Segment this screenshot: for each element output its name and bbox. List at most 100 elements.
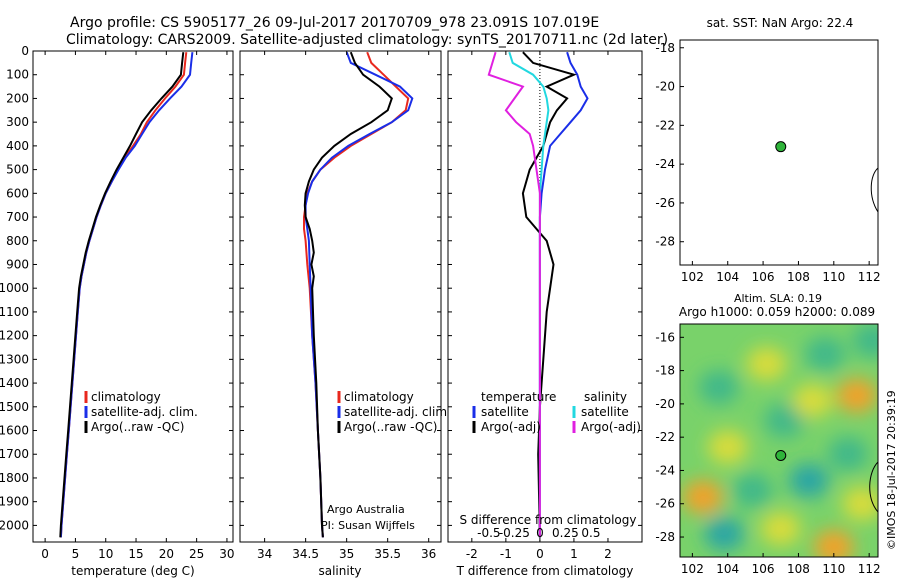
s-difference-label: S difference from climatology xyxy=(460,513,637,527)
depth-tick-label: 1000 xyxy=(0,281,29,295)
sla-anomaly-cell xyxy=(792,383,833,418)
series-line-argo-raw-qc- xyxy=(303,51,393,538)
coastline xyxy=(869,461,879,513)
header-subtitle: Climatology: CARS2009. Satellite-adjuste… xyxy=(66,32,668,48)
depth-tick-label: 900 xyxy=(6,257,29,271)
x-tick-label: -2 xyxy=(466,547,478,561)
sla-anomaly-cell xyxy=(842,486,878,521)
legend-label-t-argo: Argo(-adj) xyxy=(481,420,541,434)
sla-map-frame xyxy=(679,323,879,558)
s-tick-label: -0.5 xyxy=(477,526,500,540)
salinity-axes-frame xyxy=(239,50,442,543)
depth-tick-label: 300 xyxy=(6,115,29,129)
lon-tick-label: 104 xyxy=(716,562,739,576)
depth-tick-label: 2000 xyxy=(0,518,29,532)
depth-tick-label: 1200 xyxy=(0,329,29,343)
lat-tick-label: -26 xyxy=(655,196,675,210)
imos-timestamp: ©IMOS 18-Jul-2017 20:39:19 xyxy=(885,390,898,550)
x-tick-label: 10 xyxy=(98,547,113,561)
argo-float-marker xyxy=(775,141,787,153)
sla-anomaly-cell xyxy=(804,336,845,371)
lat-tick-label: -22 xyxy=(655,118,675,132)
legend-title-temperature: temperature xyxy=(481,390,556,404)
s-tick-label: 0 xyxy=(536,526,544,540)
difference-axes-frame xyxy=(447,50,643,543)
salinity-legend: climatology satellite-adj. clim. Argo(..… xyxy=(337,390,451,434)
sla-anomaly-cell xyxy=(852,324,878,358)
legend-label-s-argo: Argo(-adj) xyxy=(581,420,641,434)
sla-anomaly-cell xyxy=(698,370,739,405)
lat-tick-label: -16 xyxy=(655,330,675,344)
legend-label-climatology: climatology xyxy=(91,390,161,404)
depth-tick-label: 700 xyxy=(6,210,29,224)
s-tick-label: -0.25 xyxy=(499,526,530,540)
lon-tick-label: 110 xyxy=(822,270,845,284)
depth-tick-label: 600 xyxy=(6,186,29,200)
x-tick-label: 35.5 xyxy=(374,547,401,561)
series-line-argo-adj- xyxy=(521,51,577,538)
lat-tick-label: -20 xyxy=(655,80,675,94)
sla-anomaly-cell xyxy=(813,530,854,557)
sla-anomaly-cell xyxy=(764,403,805,438)
lat-tick-label: -18 xyxy=(655,364,675,378)
legend-label-satellite: satellite-adj. clim. xyxy=(344,405,451,419)
depth-tick-label: 0 xyxy=(21,44,29,58)
lat-tick-label: -18 xyxy=(655,41,675,55)
series-line-satellite xyxy=(538,51,589,538)
lon-tick-label: 108 xyxy=(787,270,810,284)
sst-map-frame xyxy=(679,39,879,266)
depth-tick-label: 1500 xyxy=(0,400,29,414)
lat-tick-label: -26 xyxy=(655,497,675,511)
header-title: Argo profile: CS 5905177_26 09-Jul-2017 … xyxy=(70,15,599,31)
lat-tick-label: -22 xyxy=(655,430,675,444)
lat-tick-label: -24 xyxy=(655,463,675,477)
argo-australia-note: Argo Australia xyxy=(327,503,405,516)
temperature-panel: 0100200300400500600700800900100011001200… xyxy=(0,44,235,578)
pi-note: PI: Susan Wijffels xyxy=(321,519,415,532)
x-tick-label: 0 xyxy=(536,547,544,561)
x-tick-label: 34.5 xyxy=(292,547,319,561)
x-tick-label: 34 xyxy=(257,547,272,561)
x-tick-label: 36 xyxy=(421,547,436,561)
lon-tick-label: 110 xyxy=(822,562,845,576)
depth-tick-label: 1100 xyxy=(0,305,29,319)
lon-tick-label: 106 xyxy=(752,270,775,284)
lon-tick-label: 102 xyxy=(681,562,704,576)
sla-map-panel: Altim. SLA: 0.19 Argo h1000: 0.059 h2000… xyxy=(655,292,881,576)
sla-anomaly-cell xyxy=(827,436,868,471)
salinity-xlabel: salinity xyxy=(318,564,361,578)
x-tick-label: -1 xyxy=(500,547,512,561)
legend-label-argo: Argo(..raw -QC) xyxy=(91,420,184,434)
x-tick-label: 35 xyxy=(339,547,354,561)
legend-title-salinity: salinity xyxy=(584,390,627,404)
sla-heatmap xyxy=(682,324,878,557)
depth-tick-label: 1300 xyxy=(0,352,29,366)
temperature-axes-frame xyxy=(32,50,234,543)
difference-legend: temperature salinity satellite Argo(-adj… xyxy=(472,390,641,434)
t-difference-xlabel: T difference from climatology xyxy=(456,564,634,578)
depth-tick-label: 1900 xyxy=(0,495,29,509)
lat-tick-label: -20 xyxy=(655,397,675,411)
lat-tick-label: -28 xyxy=(655,235,675,249)
sla-anomaly-cell xyxy=(760,511,801,546)
legend-label-s-satellite: satellite xyxy=(581,405,629,419)
x-tick-label: 1 xyxy=(570,547,578,561)
lat-tick-label: -28 xyxy=(655,530,675,544)
sst-map-title: sat. SST: NaN Argo: 22.4 xyxy=(707,16,854,30)
depth-tick-label: 1800 xyxy=(0,471,29,485)
legend-label-climatology: climatology xyxy=(344,390,414,404)
coastline xyxy=(870,167,879,213)
depth-tick-label: 1400 xyxy=(0,376,29,390)
sla-anomaly-cell xyxy=(707,430,748,465)
sla-anomaly-cell xyxy=(836,378,877,413)
lon-tick-label: 104 xyxy=(716,270,739,284)
lon-tick-label: 112 xyxy=(858,562,881,576)
x-tick-label: 20 xyxy=(159,547,174,561)
depth-tick-label: 1600 xyxy=(0,424,29,438)
x-tick-label: 2 xyxy=(604,547,612,561)
sst-map-panel: sat. SST: NaN Argo: 22.4 102 104 106 108 110… xyxy=(655,16,880,284)
x-tick-label: 5 xyxy=(72,547,80,561)
series-line-satellite xyxy=(508,51,550,538)
salinity-panel: 34 34.5 35 35.5 36 salinity climatology sate… xyxy=(239,50,451,578)
temperature-xlabel: temperature (deg C) xyxy=(71,564,194,578)
